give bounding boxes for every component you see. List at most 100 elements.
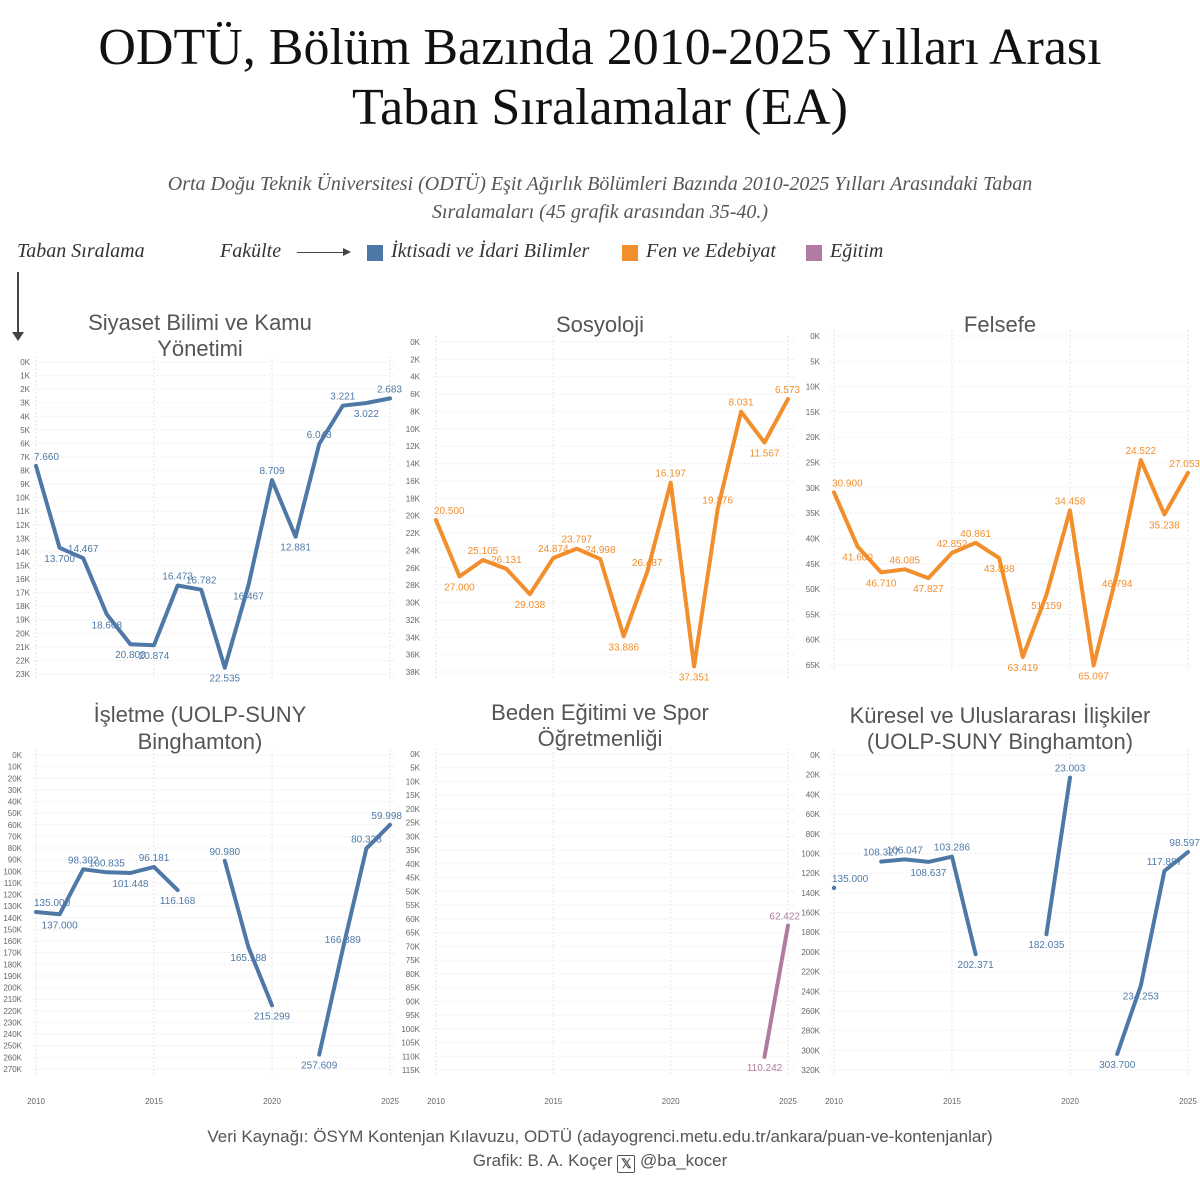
chart-5-y-tick-label: 50K xyxy=(406,887,421,896)
y-axis-arrow xyxy=(17,272,19,334)
chart-3-data-label: 47.827 xyxy=(913,584,944,595)
chart-1-data-label: 16.473 xyxy=(162,571,193,582)
chart-3-data-label: 34.458 xyxy=(1055,496,1086,507)
chart-2-title-line1: Sosyoloji xyxy=(556,312,644,337)
y-axis-caption: Taban Sıralama xyxy=(17,240,145,262)
chart-1-y-tick-label: 0K xyxy=(20,358,30,367)
chart-5-y-tick-label: 5K xyxy=(410,764,420,773)
chart-5-title-line1: Beden Eğitimi ve Spor xyxy=(491,700,709,725)
page-subtitle-line1: Orta Doğu Teknik Üniversitesi (ODTÜ) Eşi… xyxy=(167,173,1033,195)
chart-4-data-label: 215.299 xyxy=(254,1011,291,1022)
chart-5-title-line2: Öğretmenliği xyxy=(538,726,663,751)
data-source: Veri Kaynağı: ÖSYM Kontenjan Kılavuzu, O… xyxy=(207,1127,993,1146)
chart-5-series-line xyxy=(762,923,790,1059)
chart-4-y-tick-label: 180K xyxy=(3,960,22,969)
chart-1-data-label: 3.221 xyxy=(330,392,355,403)
chart-5-y-tick-label: 100K xyxy=(401,1025,420,1034)
chart-1-data-label: 7.660 xyxy=(34,452,59,463)
chart-2-y-tick-label: 8K xyxy=(410,407,420,416)
chart-2-y-tick-label: 14K xyxy=(406,460,421,469)
legend-swatch-fen-edebiyat xyxy=(622,245,638,261)
chart-1-data-label: 6.043 xyxy=(307,430,332,441)
chart-3-y-tick-label: 50K xyxy=(806,585,821,594)
chart-1-data-label: 2.683 xyxy=(377,384,402,395)
page-title-line2: Taban Sıralamalar (EA) xyxy=(352,79,848,136)
chart-4-data-label: 166.889 xyxy=(325,935,362,946)
chart-3-y-tick-label: 0K xyxy=(810,332,820,341)
chart-2-data-label: 27.000 xyxy=(444,582,475,593)
chart-4-data-label: 100.835 xyxy=(89,858,126,869)
chart-4-data-label: 137.000 xyxy=(42,920,79,931)
chart-1-y-tick-label: 22K xyxy=(16,656,31,665)
credit-handle: @ba_kocer xyxy=(640,1151,728,1170)
chart-1-data-label: 22.535 xyxy=(210,674,241,685)
chart-6-data-label: 117.887 xyxy=(1147,857,1183,868)
chart-3-y-tick-label: 65K xyxy=(806,661,821,670)
chart-1-data-label: 16.467 xyxy=(233,591,264,602)
chart-3-title-line1: Felsefe xyxy=(964,312,1036,337)
chart-5-y-tick-label: 70K xyxy=(406,942,421,951)
chart-1-y-tick-label: 12K xyxy=(16,521,31,530)
chart-4-y-tick-label: 140K xyxy=(3,914,22,923)
chart-4-series-line xyxy=(222,858,274,1008)
chart-5-y-tick-label: 55K xyxy=(406,901,421,910)
chart-2-y-tick-label: 6K xyxy=(410,390,420,399)
chart-1-y-tick-label: 5K xyxy=(20,426,30,435)
chart-5-y-tick-label: 45K xyxy=(406,874,421,883)
page-subtitle-line2: Sıralamaları (45 grafik arasından 35-40.… xyxy=(431,201,769,223)
chart-2-data-label: 20.500 xyxy=(434,506,465,517)
faculty-caption: Fakülte xyxy=(220,240,282,262)
chart-3-data-label: 46.710 xyxy=(866,578,897,589)
chart-5-x-tick-label: 2020 xyxy=(662,1097,680,1106)
chart-3-data-label: 40.861 xyxy=(960,529,991,540)
credit-line: Grafik: B. A. Koçer 𝕏 @ba_kocer xyxy=(0,1149,1200,1173)
chart-1-y-tick-label: 13K xyxy=(16,534,31,543)
chart-1-y-tick-label: 4K xyxy=(20,412,30,421)
chart-3-data-label: 46.794 xyxy=(1102,579,1133,590)
chart-1-data-label: 20.874 xyxy=(139,651,170,662)
chart-3-data-label: 24.522 xyxy=(1126,446,1157,457)
chart-6-data-label: 108.637 xyxy=(910,868,947,879)
x-logo-icon: 𝕏 xyxy=(617,1155,636,1173)
chart-5-data-label: 110.242 xyxy=(747,1063,783,1074)
chart-2-y-tick-label: 12K xyxy=(406,442,421,451)
chart-3-data-label: 46.085 xyxy=(890,555,921,566)
chart-6-y-tick-label: 220K xyxy=(801,968,820,977)
chart-1-y-tick-label: 14K xyxy=(16,548,31,557)
chart-4-data-label: 98.302 xyxy=(68,855,99,866)
chart-6-data-label: 202.371 xyxy=(958,960,995,971)
chart-3-data-label: 51.159 xyxy=(1031,601,1062,612)
chart-6-data-label: 108.327 xyxy=(863,848,900,859)
chart-3-y-tick-label: 55K xyxy=(806,610,821,619)
chart-3-y-tick-label: 45K xyxy=(806,560,821,569)
chart-1-y-tick-label: 15K xyxy=(16,561,31,570)
chart-4-x-tick-label: 2015 xyxy=(145,1097,163,1106)
chart-1-y-tick-label: 23K xyxy=(16,670,31,679)
chart-5-y-tick-label: 90K xyxy=(406,997,421,1006)
chart-2-y-tick-label: 26K xyxy=(406,564,421,573)
chart-4-y-tick-label: 250K xyxy=(3,1042,22,1051)
chart-2-y-tick-label: 22K xyxy=(406,529,421,538)
chart-5-y-tick-label: 30K xyxy=(406,832,421,841)
chart-1-y-tick-label: 9K xyxy=(20,480,30,489)
chart-6: Küresel ve Uluslararası İlişkiler(UOLP-S… xyxy=(801,703,1200,1106)
chart-4-y-tick-label: 60K xyxy=(8,821,23,830)
chart-6-x-tick-label: 2025 xyxy=(1179,1097,1197,1106)
chart-3-y-tick-label: 30K xyxy=(806,484,821,493)
chart-5-y-tick-label: 75K xyxy=(406,956,421,965)
chart-6-y-tick-label: 200K xyxy=(801,948,820,957)
chart-2-y-tick-label: 18K xyxy=(406,494,421,503)
chart-4-y-tick-label: 210K xyxy=(3,995,22,1004)
chart-6-y-tick-label: 260K xyxy=(801,1007,820,1016)
chart-6-series-line xyxy=(1044,775,1072,937)
chart-1-y-tick-label: 18K xyxy=(16,602,31,611)
chart-4-y-tick-label: 40K xyxy=(8,798,23,807)
chart-4-data-label: 59.998 xyxy=(371,811,402,822)
chart-4-y-tick-label: 120K xyxy=(3,891,22,900)
chart-5-y-tick-label: 35K xyxy=(406,846,421,855)
chart-2-y-tick-label: 10K xyxy=(406,425,421,434)
chart-2-data-label: 6.573 xyxy=(775,385,800,396)
